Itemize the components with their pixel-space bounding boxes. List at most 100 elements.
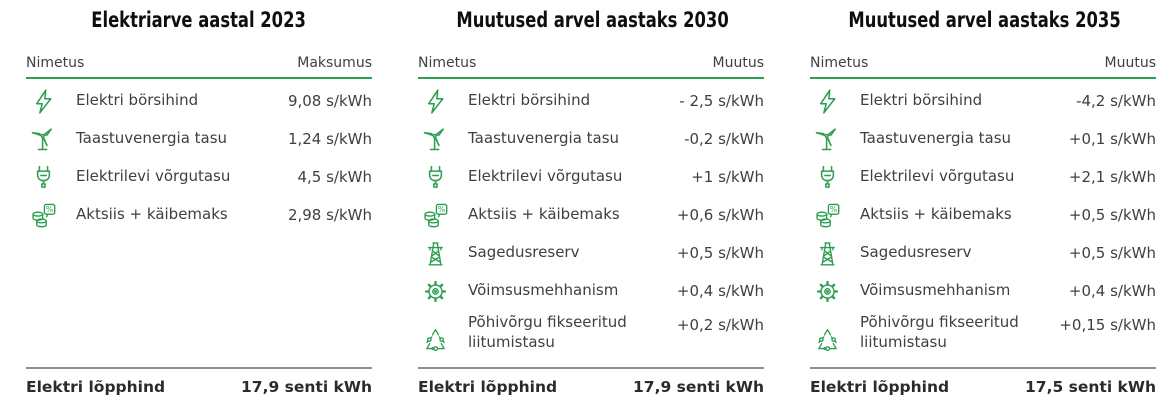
gear-icon: [418, 277, 452, 306]
recycle-plug-icon: [418, 325, 452, 354]
table-2035: Muutused arvel aastaks 2035 Nimetus Muut…: [784, 0, 1176, 406]
table-row: Taastuvenergia tasu 1,24 s/kWh: [26, 120, 372, 158]
row-value: +0,4 s/kWh: [676, 282, 764, 301]
footer-value: 17,9 senti kWh: [633, 378, 764, 396]
row-label: Taastuvenergia tasu: [468, 129, 620, 148]
row-value: +0,5 s/kWh: [1068, 244, 1156, 263]
row-value: +0,6 s/kWh: [676, 206, 764, 225]
row-label: Sagedusreserv: [468, 243, 580, 262]
table-title-text: Elektriarve aastal 2023: [91, 8, 307, 32]
plug-icon: [810, 163, 844, 192]
table-rows: Elektri börsihind - 2,5 s/kWh Taastuvene…: [418, 82, 764, 365]
table-title-text: Muutused arvel aastaks 2030: [456, 8, 729, 32]
table-row: Võimsusmehhanism +0,4 s/kWh: [418, 272, 764, 310]
table-footer: Elektri lõpphind 17,9 senti kWh: [26, 367, 372, 406]
row-value: 1,24 s/kWh: [287, 130, 372, 149]
row-label: Aktsiis + käibemaks: [76, 205, 228, 224]
row-label: Sagedusreserv: [860, 243, 972, 262]
row-value: -4,2 s/kWh: [1076, 92, 1156, 111]
row-label: Põhivõrgu fikseeritud liitumistasu: [468, 313, 627, 351]
wind-turbine-icon: [26, 125, 60, 154]
table-title-text: Muutused arvel aastaks 2035: [848, 8, 1121, 32]
table-rows: Elektri börsihind -4,2 s/kWh Taastuvener…: [810, 82, 1156, 365]
row-value: +1 s/kWh: [691, 168, 764, 187]
table-row: Elektri börsihind 9,08 s/kWh: [26, 82, 372, 120]
row-value: - 2,5 s/kWh: [679, 92, 764, 111]
row-value: +0,15 s/kWh: [1059, 316, 1156, 335]
table-row: Elektrilevi võrgutasu +1 s/kWh: [418, 158, 764, 196]
recycle-plug-icon: [810, 325, 844, 354]
table-row: Aktsiis + käibemaks +0,5 s/kWh: [810, 196, 1156, 234]
table-rows: Elektri börsihind 9,08 s/kWh Taastuvener…: [26, 82, 372, 234]
pylon-icon: [418, 239, 452, 268]
lightning-icon: [26, 87, 60, 116]
footer-value: 17,9 senti kWh: [241, 378, 372, 396]
row-value: +2,1 s/kWh: [1068, 168, 1156, 187]
footer-label: Elektri lõpphind: [810, 378, 950, 396]
table-row: Sagedusreserv +0,5 s/kWh: [418, 234, 764, 272]
row-value: +0,1 s/kWh: [1068, 130, 1156, 149]
row-label: Elektrilevi võrgutasu: [76, 167, 231, 186]
table-row: Võimsusmehhanism +0,4 s/kWh: [810, 272, 1156, 310]
footer-label: Elektri lõpphind: [418, 378, 558, 396]
gear-icon: [810, 277, 844, 306]
row-label: Aktsiis + käibemaks: [860, 205, 1012, 224]
column-header-value: Maksumus: [297, 55, 372, 72]
row-label: Põhivõrgu fikseeritud liitumistasu: [860, 313, 1019, 351]
table-row: Elektri börsihind - 2,5 s/kWh: [418, 82, 764, 120]
row-label: Elektri börsihind: [76, 91, 199, 110]
table-footer: Elektri lõpphind 17,9 senti kWh: [418, 367, 764, 406]
table-header: Nimetus Muutus: [418, 55, 764, 80]
row-label: Taastuvenergia tasu: [860, 129, 1012, 148]
coins-percent-icon: [810, 201, 844, 230]
lightning-icon: [810, 87, 844, 116]
row-label: Elektrilevi võrgutasu: [468, 167, 623, 186]
table-title: Muutused arvel aastaks 2035: [810, 8, 1156, 32]
footer-value: 17,5 senti kWh: [1025, 378, 1156, 396]
table-row: Elektrilevi võrgutasu +2,1 s/kWh: [810, 158, 1156, 196]
column-header-value: Muutus: [712, 55, 764, 72]
plug-icon: [26, 163, 60, 192]
row-value: +0,2 s/kWh: [676, 316, 764, 335]
wind-turbine-icon: [810, 125, 844, 154]
table-row: Põhivõrgu fikseeritud liitumistasu +0,2 …: [418, 310, 764, 365]
footer-label: Elektri lõpphind: [26, 378, 166, 396]
row-value: +0,5 s/kWh: [1068, 206, 1156, 225]
table-header: Nimetus Maksumus: [26, 55, 372, 80]
lightning-icon: [418, 87, 452, 116]
row-label: Aktsiis + käibemaks: [468, 205, 620, 224]
row-label: Võimsusmehhanism: [860, 281, 1011, 300]
table-row: Aktsiis + käibemaks +0,6 s/kWh: [418, 196, 764, 234]
column-header-name: Nimetus: [810, 55, 869, 72]
row-label: Elektri börsihind: [468, 91, 591, 110]
table-row: Aktsiis + käibemaks 2,98 s/kWh: [26, 196, 372, 234]
column-header-value: Muutus: [1104, 55, 1156, 72]
table-row: Põhivõrgu fikseeritud liitumistasu +0,15…: [810, 310, 1156, 365]
row-label: Elektri börsihind: [860, 91, 983, 110]
row-value: +0,5 s/kWh: [676, 244, 764, 263]
row-value: 2,98 s/kWh: [287, 206, 372, 225]
table-row: Taastuvenergia tasu -0,2 s/kWh: [418, 120, 764, 158]
row-value: 4,5 s/kWh: [297, 168, 372, 187]
table-row: Sagedusreserv +0,5 s/kWh: [810, 234, 1156, 272]
column-header-name: Nimetus: [26, 55, 85, 72]
table-footer: Elektri lõpphind 17,5 senti kWh: [810, 367, 1156, 406]
wind-turbine-icon: [418, 125, 452, 154]
row-label: Taastuvenergia tasu: [76, 129, 228, 148]
table-row: Elektrilevi võrgutasu 4,5 s/kWh: [26, 158, 372, 196]
row-value: -0,2 s/kWh: [684, 130, 764, 149]
table-title: Muutused arvel aastaks 2030: [418, 8, 764, 32]
coins-percent-icon: [26, 201, 60, 230]
plug-icon: [418, 163, 452, 192]
pylon-icon: [810, 239, 844, 268]
table-row: Elektri börsihind -4,2 s/kWh: [810, 82, 1156, 120]
table-2030: Muutused arvel aastaks 2030 Nimetus Muut…: [392, 0, 784, 406]
coins-percent-icon: [418, 201, 452, 230]
row-label: Elektrilevi võrgutasu: [860, 167, 1015, 186]
column-header-name: Nimetus: [418, 55, 477, 72]
row-value: +0,4 s/kWh: [1068, 282, 1156, 301]
row-value: 9,08 s/kWh: [287, 92, 372, 111]
table-2023: Elektriarve aastal 2023 Nimetus Maksumus…: [0, 0, 392, 406]
table-row: Taastuvenergia tasu +0,1 s/kWh: [810, 120, 1156, 158]
